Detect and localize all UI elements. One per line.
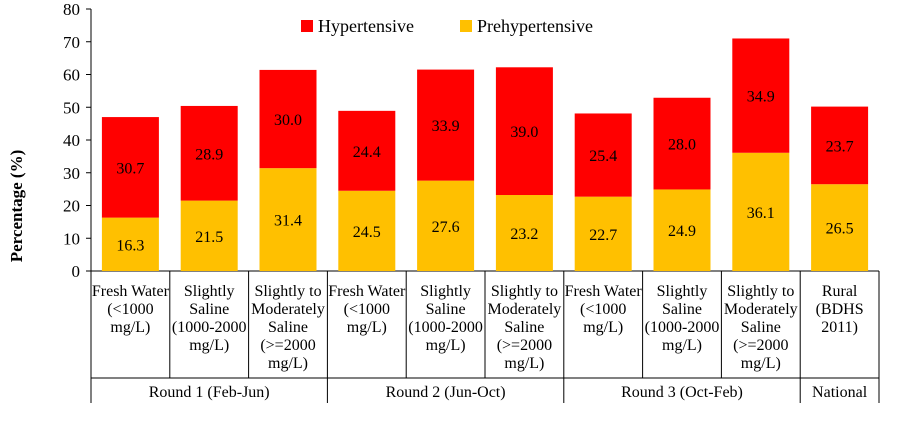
group-label: Round 3 (Oct-Feb) — [621, 384, 743, 401]
data-label-prehypertensive: 31.4 — [274, 213, 302, 230]
y-tick-label: 60 — [63, 66, 80, 85]
bar-prehypertensive-5 — [417, 180, 475, 271]
y-tick-label: 80 — [63, 0, 80, 19]
data-label-prehypertensive: 36.1 — [747, 205, 775, 222]
bar-prehypertensive-9 — [732, 152, 790, 271]
y-axis-title-group: Percentage (%) — [7, 150, 26, 263]
data-label-prehypertensive: 23.2 — [510, 226, 538, 243]
bar-hypertensive-4 — [338, 110, 396, 191]
data-labels: 16.3 30.7 21.5 28.9 31.4 30.0 24.5 24.4 27.6 33.9… — [116, 89, 853, 255]
data-label-hypertensive: 39.0 — [510, 124, 538, 141]
x-tick-label: Fresh Water (<1000 mg/L) — [328, 283, 406, 336]
group-label: Round 2 (Jun-Oct) — [386, 384, 506, 401]
data-label-prehypertensive: 26.5 — [826, 221, 854, 238]
bars — [101, 38, 869, 271]
bar-hypertensive-8 — [653, 97, 711, 190]
x-tick-label: Slightly to Moderately Saline (>=2000 mg/L) — [488, 283, 562, 372]
bar-prehypertensive-2 — [180, 200, 238, 271]
data-label-hypertensive: 23.7 — [826, 138, 854, 155]
data-label-hypertensive: 28.0 — [668, 137, 696, 154]
y-tick-label: 0 — [72, 262, 81, 281]
data-label-prehypertensive: 21.5 — [195, 229, 223, 246]
data-label-hypertensive: 30.0 — [274, 112, 302, 129]
legend: Hypertensive Prehypertensive — [301, 16, 593, 36]
x-tick-label: Slightly Saline (1000-2000 mg/L) — [408, 283, 483, 354]
y-tick-label: 70 — [63, 33, 80, 52]
x-axis-labels: Fresh Water (<1000 mg/L)Slightly Saline (100… — [92, 283, 868, 401]
data-label-prehypertensive: 24.9 — [668, 223, 696, 240]
data-label-prehypertensive: 22.7 — [589, 227, 617, 244]
group-label: National — [812, 384, 868, 401]
bar-prehypertensive-6 — [495, 195, 553, 271]
data-label-hypertensive: 30.7 — [116, 160, 144, 177]
x-tick-label: Fresh Water (<1000 mg/L) — [565, 283, 643, 336]
legend-swatch-prehypertensive — [460, 20, 472, 32]
y-tick-label: 20 — [63, 197, 80, 216]
x-tick-label: Slightly Saline (1000-2000 mg/L) — [645, 283, 720, 354]
data-label-hypertensive: 28.9 — [195, 146, 223, 163]
bar-prehypertensive-10 — [811, 184, 869, 271]
y-tick-label: 40 — [63, 131, 80, 150]
bar-hypertensive-10 — [811, 106, 869, 185]
bar-hypertensive-1 — [101, 117, 159, 218]
bar-prehypertensive-7 — [574, 196, 632, 271]
bar-hypertensive-5 — [417, 69, 475, 181]
x-tick-label: Slightly to Moderately Saline (>=2000 mg/L) — [724, 283, 798, 372]
data-label-prehypertensive: 24.5 — [353, 224, 381, 241]
y-tick-label: 50 — [63, 98, 80, 117]
y-tick-label: 10 — [63, 229, 80, 248]
bar-hypertensive-9 — [732, 38, 790, 153]
bar-prehypertensive-8 — [653, 189, 711, 271]
x-tick-label: Slightly Saline (1000-2000 mg/L) — [172, 283, 247, 354]
data-label-hypertensive: 34.9 — [747, 89, 775, 106]
bar-hypertensive-7 — [574, 113, 632, 197]
legend-swatch-hypertensive — [301, 20, 313, 32]
group-label: Round 1 (Feb-Jun) — [149, 384, 270, 401]
y-tick-label: 30 — [63, 164, 80, 183]
data-label-hypertensive: 24.4 — [353, 144, 381, 161]
y-axis-title: Percentage (%) — [7, 150, 26, 263]
bar-hypertensive-3 — [259, 69, 317, 169]
bar-hypertensive-2 — [180, 105, 238, 201]
legend-label-prehypertensive: Prehypertensive — [477, 16, 593, 36]
bar-hypertensive-6 — [495, 67, 553, 196]
x-tick-label: Slightly to Moderately Saline (>=2000 mg/L) — [251, 283, 325, 372]
bar-prehypertensive-1 — [101, 217, 159, 271]
data-label-prehypertensive: 16.3 — [116, 237, 144, 254]
x-tick-label: Fresh Water (<1000 mg/L) — [92, 283, 170, 336]
bar-prehypertensive-3 — [259, 168, 317, 271]
data-label-hypertensive: 25.4 — [589, 148, 617, 165]
bar-prehypertensive-4 — [338, 190, 396, 271]
data-label-prehypertensive: 27.6 — [432, 219, 460, 236]
x-tick-label: Rural (BDHS 2011) — [816, 283, 864, 336]
legend-label-hypertensive: Hypertensive — [318, 16, 414, 36]
data-label-hypertensive: 33.9 — [432, 118, 460, 135]
